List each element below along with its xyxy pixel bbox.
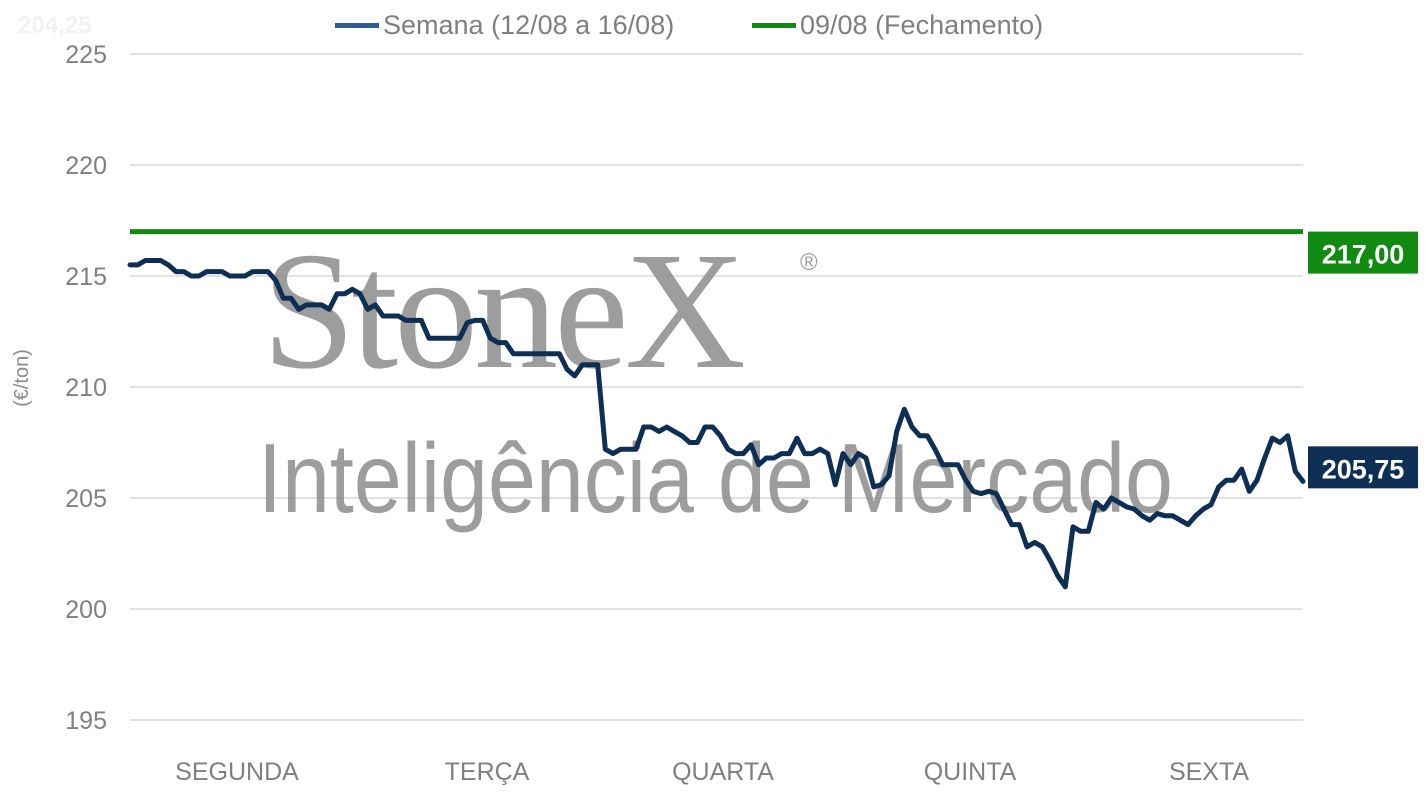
x-day-label: TERÇA <box>445 758 530 786</box>
chart-legend: Semana (12/08 a 16/08) 09/08 (Fechamento… <box>0 10 1427 46</box>
y-tick-label: 205 <box>65 485 107 513</box>
legend-swatch-week <box>335 23 379 28</box>
y-axis-ticks: 195 200 205 210 215 220 225 <box>65 41 107 735</box>
x-day-label: SEXTA <box>1169 758 1249 786</box>
legend-item-close: 09/08 (Fechamento) <box>752 10 1043 41</box>
end-label-week: 205,75 <box>1322 454 1405 484</box>
series-layer <box>127 229 1306 590</box>
legend-label-week: Semana (12/08 a 16/08) <box>383 10 675 40</box>
corner-label: 204,25 <box>18 12 92 39</box>
legend-label-close: 09/08 (Fechamento) <box>800 10 1044 40</box>
watermark-brand: StoneX <box>262 218 744 404</box>
legend-item-week: Semana (12/08 a 16/08) <box>335 10 674 41</box>
x-day-label: QUINTA <box>924 758 1017 786</box>
y-tick-label: 220 <box>65 152 107 180</box>
y-tick-label: 225 <box>65 41 107 69</box>
y-tick-label: 215 <box>65 263 107 291</box>
x-axis-day-labels: SEGUNDA TERÇA QUARTA QUINTA SEXTA <box>175 758 1249 786</box>
stonex-watermark: StoneX ® Inteligência de Mercado <box>258 218 1173 533</box>
watermark-tagline: Inteligência de Mercado <box>258 423 1173 533</box>
y-tick-label: 210 <box>65 374 107 402</box>
end-label-week-box <box>1308 446 1418 489</box>
legend-swatch-close <box>752 23 796 28</box>
watermark-registered: ® <box>800 249 818 276</box>
x-day-label: QUARTA <box>672 758 774 786</box>
x-day-label: SEGUNDA <box>175 758 299 786</box>
y-axis-label: (€/ton) <box>11 349 33 407</box>
series-line-week <box>127 258 1306 590</box>
grid-lines <box>130 53 1303 721</box>
end-label-close-box <box>1308 231 1418 274</box>
end-label-close: 217,00 <box>1322 240 1405 270</box>
y-tick-label: 195 <box>65 707 107 735</box>
y-tick-label: 200 <box>65 596 107 624</box>
end-labels: 217,00 205,75 <box>1308 231 1418 489</box>
